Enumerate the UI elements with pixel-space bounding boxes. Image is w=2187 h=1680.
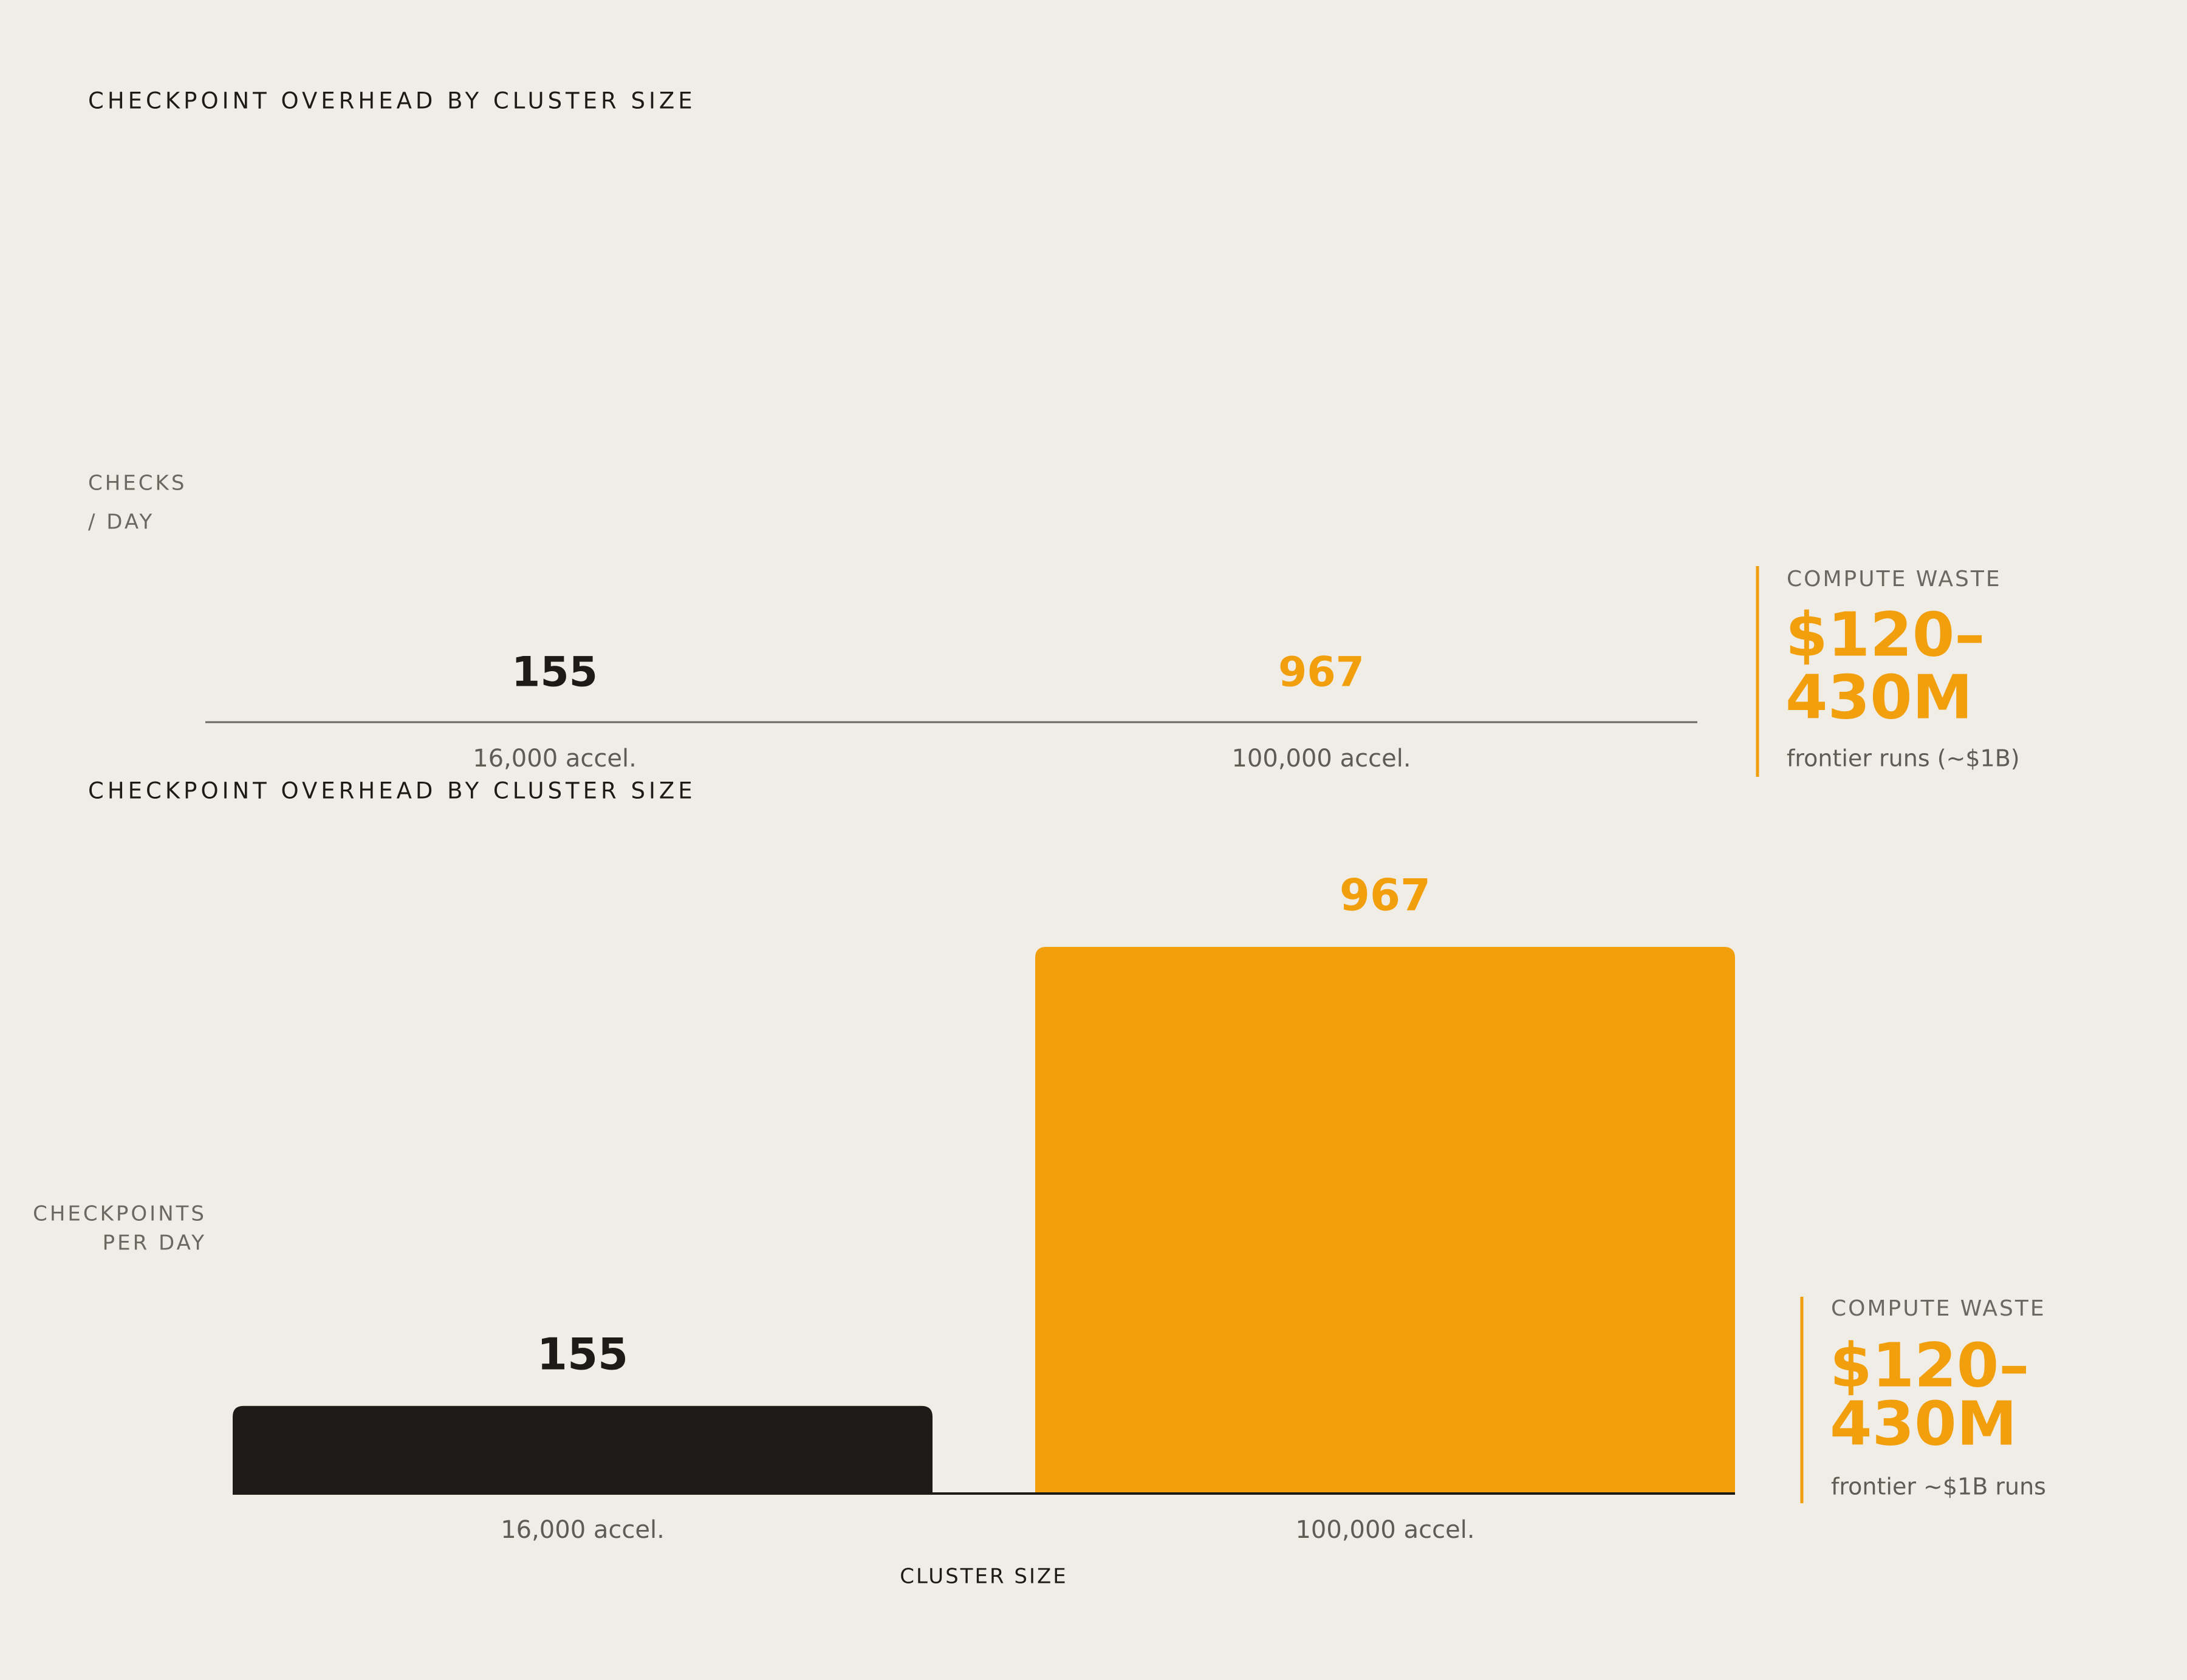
x-axis-label: CLUSTER SIZE (900, 1565, 1068, 1589)
annotation-note: frontier runs (~$1B) (1787, 745, 2020, 772)
y-axis-label: CHECKPOINTS (33, 1202, 207, 1226)
annotation-value: 430M (1830, 1388, 2017, 1459)
bar (233, 1405, 933, 1494)
x-tick-label: 16,000 accel. (473, 745, 637, 773)
bar (1035, 947, 1735, 1494)
annotation-value: $120– (1830, 1330, 2029, 1401)
y-axis-label: / DAY (88, 510, 154, 534)
value-label: 967 (1340, 870, 1431, 921)
x-tick-label: 16,000 accel. (501, 1516, 665, 1544)
chart-title: CHECKPOINT OVERHEAD BY CLUSTER SIZE (88, 88, 696, 114)
chart-title: CHECKPOINT OVERHEAD BY CLUSTER SIZE (88, 778, 696, 804)
y-axis-label: PER DAY (103, 1231, 207, 1255)
annotation-label: COMPUTE WASTE (1831, 1296, 2046, 1321)
x-tick-label: 100,000 accel. (1295, 1516, 1474, 1544)
x-tick-label: 100,000 accel. (1231, 745, 1411, 773)
annotation-value: $120– (1785, 599, 1985, 670)
annotation-value: 430M (1785, 661, 1973, 732)
value-label: 155 (512, 649, 598, 697)
annotation-note: frontier ~$1B runs (1831, 1473, 2046, 1500)
annotation-label: COMPUTE WASTE (1787, 567, 2002, 592)
value-label: 155 (537, 1328, 628, 1379)
y-axis-label: CHECKS (88, 471, 187, 496)
value-label: 967 (1278, 649, 1364, 697)
